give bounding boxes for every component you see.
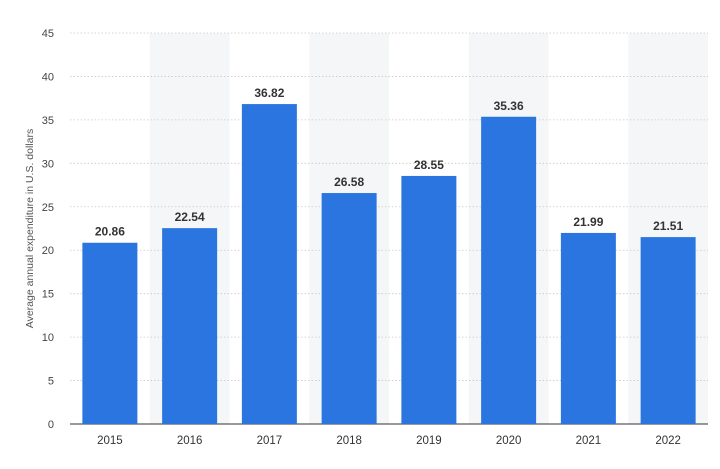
x-tick-label: 2018 — [336, 435, 362, 447]
x-tick-label: 2022 — [655, 435, 681, 447]
y-axis-label: Average annual expenditure in U.S. dolla… — [24, 129, 36, 328]
bar-2020 — [481, 116, 537, 424]
bar-2019 — [401, 175, 457, 424]
bar-2018 — [321, 193, 377, 424]
bar-2016 — [162, 228, 218, 424]
bar-2017 — [241, 104, 297, 425]
bar-2022 — [640, 237, 696, 424]
y-tick-label: 40 — [42, 71, 54, 83]
bar-2021 — [560, 232, 616, 424]
data-label-2022: 21.51 — [653, 219, 683, 233]
data-label-2019: 28.55 — [414, 158, 444, 172]
y-tick-label: 10 — [42, 332, 54, 344]
data-label-2018: 26.58 — [334, 175, 364, 189]
y-axis-ticks: 0 5 10 15 20 25 30 35 40 45 — [42, 28, 54, 431]
y-tick-label: 20 — [42, 245, 54, 257]
data-labels: 20.86 22.54 36.82 26.58 28.55 35.36 21.99 21.51 — [95, 86, 684, 239]
data-label-2021: 21.99 — [573, 215, 603, 229]
y-tick-label: 5 — [48, 376, 54, 388]
y-tick-label: 15 — [42, 289, 54, 301]
x-tick-label: 2016 — [177, 435, 203, 447]
x-tick-label: 2020 — [496, 435, 522, 447]
x-tick-label: 2015 — [97, 435, 123, 447]
x-tick-label: 2017 — [257, 435, 283, 447]
data-label-2020: 35.36 — [494, 99, 524, 113]
y-tick-label: 35 — [42, 115, 54, 127]
x-tick-label: 2021 — [576, 435, 602, 447]
y-tick-label: 30 — [42, 158, 54, 170]
data-label-2017: 36.82 — [254, 86, 284, 100]
data-label-2016: 22.54 — [175, 210, 205, 224]
bars — [82, 104, 696, 425]
bar-2015 — [82, 242, 138, 424]
x-tick-label: 2019 — [416, 435, 442, 447]
x-axis-ticks: 2015 2016 2017 2018 2019 2020 2021 2022 — [97, 435, 681, 447]
data-label-2015: 20.86 — [95, 225, 125, 239]
y-tick-label: 25 — [42, 202, 54, 214]
y-tick-label: 45 — [42, 28, 54, 40]
y-tick-label: 0 — [48, 419, 54, 431]
